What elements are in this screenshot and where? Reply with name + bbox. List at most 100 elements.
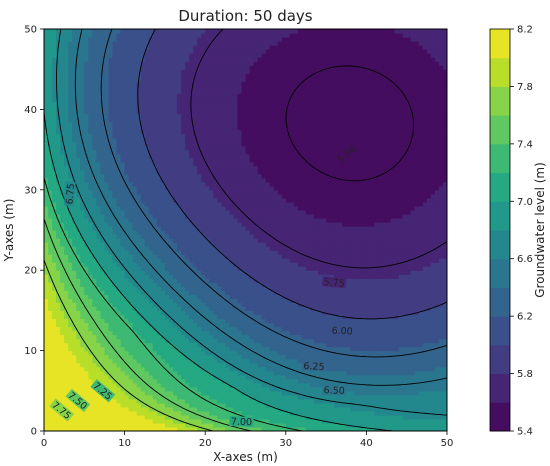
contour-cell: [169, 310, 174, 315]
contour-cell: [310, 423, 315, 428]
contour-cell: [221, 246, 226, 251]
contour-cell: [246, 359, 251, 364]
contour-cell: [129, 335, 134, 340]
contour-cell: [387, 306, 392, 311]
contour-cell: [100, 322, 105, 327]
contour-cell: [366, 254, 371, 259]
contour-cell: [149, 335, 154, 340]
contour-cell: [286, 403, 291, 408]
contour-cell: [266, 371, 271, 376]
contour-cell: [237, 347, 242, 352]
contour-cell: [100, 339, 105, 344]
contour-cell: [391, 290, 396, 295]
contour-cell: [213, 339, 218, 344]
contour-cell: [431, 270, 436, 275]
contour-cell: [314, 379, 319, 384]
contour-cell: [246, 326, 251, 331]
contour-cell: [358, 379, 363, 384]
contour-cell: [378, 335, 383, 340]
contour-cell: [48, 363, 53, 368]
contour-cell: [395, 318, 400, 323]
contour-cell: [346, 387, 351, 392]
contour-cell: [68, 326, 73, 331]
contour-cell: [233, 318, 238, 323]
contour-cell: [229, 407, 234, 412]
contour-cell: [302, 335, 307, 340]
contour-cell: [113, 423, 118, 428]
contour-cell: [366, 266, 371, 271]
contour-cell: [318, 266, 323, 271]
contour-cell: [362, 387, 367, 392]
contour-cell: [60, 234, 65, 239]
contour-cell: [117, 234, 122, 239]
contour-cell: [92, 238, 97, 243]
contour-cell: [137, 278, 142, 283]
contour-cell: [246, 278, 251, 283]
contour-cell: [294, 343, 299, 348]
contour-cell: [258, 375, 263, 380]
contour-cell: [201, 306, 206, 311]
contour-cell: [141, 423, 146, 428]
contour-cell: [56, 359, 61, 364]
contour-cell: [153, 254, 158, 259]
contour-cell: [391, 294, 396, 299]
contour-cell: [314, 322, 319, 327]
contour-cell: [233, 294, 238, 299]
contour-cell: [56, 383, 61, 388]
contour-cell: [137, 331, 142, 336]
contour-cell: [48, 423, 53, 428]
contour-cell: [153, 246, 158, 251]
contour-cell: [217, 335, 222, 340]
contour-cell: [76, 270, 81, 275]
contour-cell: [44, 286, 49, 291]
contour-cell: [282, 339, 287, 344]
contour-cell: [149, 347, 154, 352]
contour-cell: [254, 367, 259, 372]
contour-cell: [133, 335, 138, 340]
contour-cell: [213, 282, 218, 287]
contour-cell: [338, 415, 343, 420]
contour-cell: [362, 262, 367, 267]
contour-cell: [197, 294, 202, 299]
contour-cell: [185, 278, 190, 283]
contour-cell: [399, 254, 404, 259]
contour-cell: [237, 270, 242, 275]
contour-cell: [213, 314, 218, 319]
contour-cell: [399, 246, 404, 251]
contour-cell: [181, 278, 186, 283]
contour-cell: [113, 302, 118, 307]
contour-cell: [113, 339, 118, 344]
contour-cell: [294, 234, 299, 239]
contour-cell: [104, 250, 109, 255]
contour-cell: [419, 371, 424, 376]
contour-cell: [407, 302, 412, 307]
contour-cell: [278, 403, 283, 408]
contour-cell: [201, 326, 206, 331]
contour-cell: [217, 234, 222, 239]
contour-cell: [298, 258, 303, 263]
contour-cell: [383, 318, 388, 323]
contour-cell: [229, 314, 234, 319]
contour-cell: [52, 266, 57, 271]
contour-cell: [358, 375, 363, 380]
contour-cell: [362, 339, 367, 344]
contour-cell: [370, 274, 375, 279]
contour-cell: [334, 230, 339, 235]
contour-cell: [108, 383, 113, 388]
contour-cell: [221, 278, 226, 283]
contour-cell: [189, 246, 194, 251]
contour-cell: [419, 399, 424, 404]
contour-cell: [366, 379, 371, 384]
contour-cell: [181, 270, 186, 275]
contour-cell: [237, 375, 242, 380]
contour-cell: [121, 419, 126, 424]
contour-cell: [423, 318, 428, 323]
contour-cell: [254, 250, 259, 255]
contour-cell: [185, 282, 190, 287]
contour-cell: [370, 242, 375, 247]
contour-cell: [157, 423, 162, 428]
contour-cell: [435, 322, 440, 327]
contour-cell: [431, 238, 436, 243]
contour-cell: [205, 387, 210, 392]
contour-cell: [205, 258, 210, 263]
